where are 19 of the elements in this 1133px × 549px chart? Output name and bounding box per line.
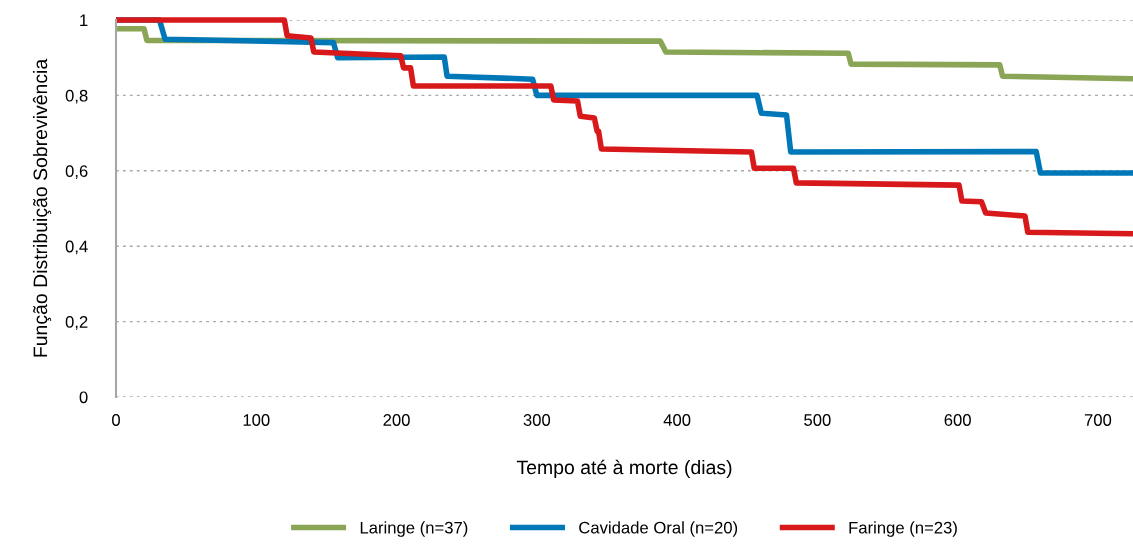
y-tick-label: 0,4	[65, 240, 88, 255]
y-tick-label: 0,8	[65, 89, 88, 104]
y-tick-label: 0	[79, 391, 88, 404]
x-tick-label: 700	[1084, 414, 1112, 426]
y-tick-label: 1	[80, 14, 88, 27]
legend-label: Cavidade Oral (n=20)	[579, 521, 738, 537]
x-tick-label: 600	[944, 414, 971, 426]
legend-label: Faringe (n=23)	[849, 521, 957, 537]
x-tick-label: 200	[383, 414, 410, 426]
x-tick-label: 300	[523, 414, 551, 426]
x-tick-label: 100	[243, 414, 270, 426]
legend-label: Laringe (n=37)	[360, 521, 468, 537]
y-tick-label: 0,2	[65, 316, 88, 330]
y-axis-title: Função Distribuição Sobrevivência	[32, 58, 52, 357]
x-tick-label: 400	[663, 414, 691, 426]
x-axis-title: Tempo até à morte (dias)	[516, 459, 732, 479]
x-tick-label: 0	[112, 414, 120, 426]
y-tick-label: 0,6	[65, 165, 88, 179]
x-tick-label: 500	[804, 414, 831, 426]
